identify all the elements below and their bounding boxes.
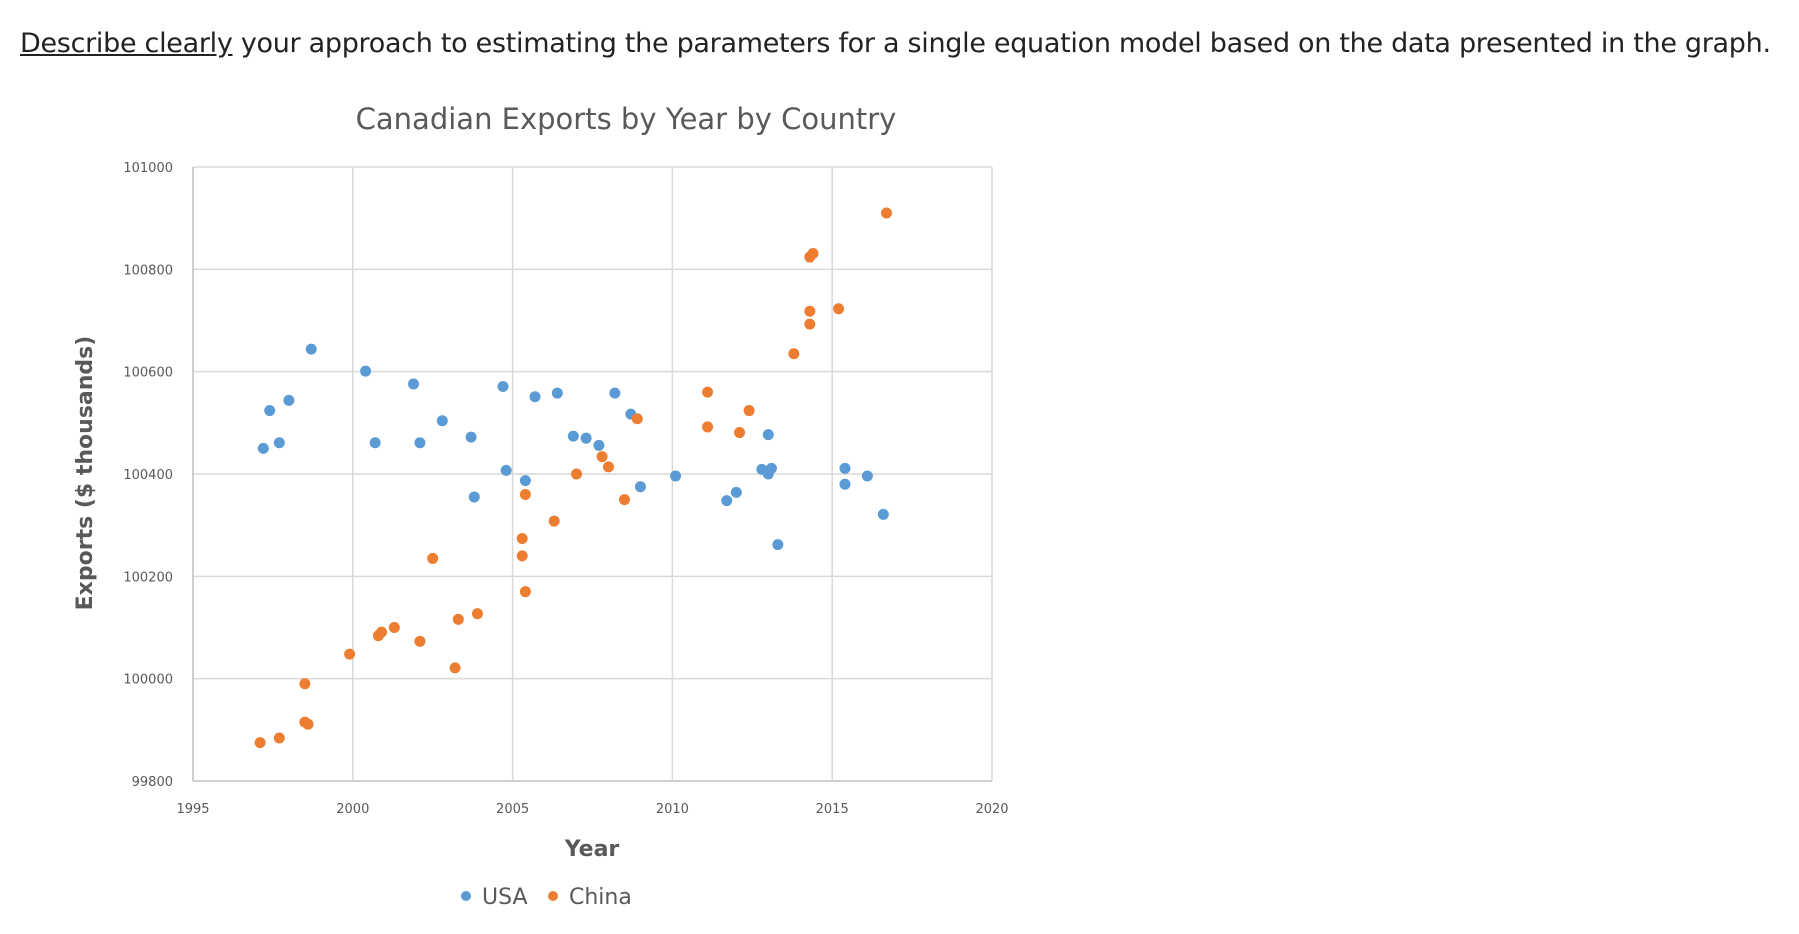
point-china <box>804 305 816 317</box>
chart-title: Canadian Exports by Year by Country <box>356 102 897 136</box>
x-axis-title: Year <box>564 837 620 862</box>
point-china <box>516 550 528 562</box>
point-china <box>631 413 643 425</box>
point-usa <box>305 343 317 355</box>
point-usa <box>634 481 646 493</box>
legend-marker-china <box>548 891 558 901</box>
point-usa <box>772 539 784 551</box>
point-china <box>449 662 461 674</box>
point-usa <box>500 464 512 476</box>
point-china <box>519 488 531 500</box>
point-usa <box>257 442 269 454</box>
point-china <box>807 247 819 259</box>
point-china <box>702 421 714 433</box>
point-usa <box>839 462 851 474</box>
data-points <box>254 207 893 749</box>
point-china <box>471 608 483 620</box>
y-tick-label: 99800 <box>132 775 173 790</box>
point-china <box>788 348 800 360</box>
y-tick-label: 100600 <box>123 366 173 381</box>
point-usa <box>360 365 372 377</box>
point-usa <box>730 486 742 498</box>
y-axis-title: Exports ($ thousands) <box>73 336 98 611</box>
point-china <box>519 586 531 598</box>
point-usa <box>609 387 621 399</box>
point-china <box>344 648 356 660</box>
x-tick-label: 2010 <box>656 802 689 817</box>
x-tick-label: 2020 <box>975 802 1008 817</box>
y-tick-label: 100000 <box>123 673 173 688</box>
point-china <box>273 732 285 744</box>
question-emphasis: Describe clearly <box>20 28 233 59</box>
legend-marker-usa <box>461 891 471 901</box>
point-china <box>571 468 583 480</box>
point-usa <box>861 470 873 482</box>
y-tick-label: 100400 <box>123 468 173 483</box>
y-tick-labels: 99800 100000 100200 100400 100600 100800 10100… <box>123 161 173 790</box>
point-china <box>833 303 845 315</box>
point-china <box>602 461 614 473</box>
point-usa <box>765 462 777 474</box>
point-usa <box>369 437 381 449</box>
y-tick-label: 101000 <box>123 161 173 176</box>
point-china <box>516 532 528 544</box>
point-china <box>452 613 464 625</box>
x-tick-labels: 1995 2000 2005 2010 2015 2020 <box>176 802 1008 817</box>
x-tick-label: 2000 <box>336 802 369 817</box>
point-usa <box>497 381 509 393</box>
x-tick-label: 2005 <box>496 802 529 817</box>
point-china <box>376 626 388 638</box>
y-tick-label: 100800 <box>123 263 173 278</box>
point-usa <box>273 437 285 449</box>
point-china <box>388 622 400 633</box>
point-china <box>427 552 439 564</box>
point-usa <box>414 437 426 449</box>
point-china <box>548 515 560 527</box>
point-usa <box>465 431 477 443</box>
point-china <box>618 494 630 506</box>
point-usa <box>436 415 448 427</box>
x-tick-label: 1995 <box>176 802 209 817</box>
y-tick-label: 100200 <box>123 570 173 585</box>
point-usa <box>468 491 480 503</box>
point-usa <box>721 495 733 507</box>
point-china <box>299 678 311 690</box>
point-china <box>743 405 755 417</box>
question-text: Describe clearly your approach to estima… <box>20 28 1771 59</box>
point-usa <box>529 391 541 403</box>
point-usa <box>408 378 420 390</box>
legend-label-usa: USA <box>482 885 528 910</box>
point-usa <box>283 394 295 406</box>
point-usa <box>264 405 276 417</box>
point-china <box>414 635 426 647</box>
point-china <box>254 737 266 749</box>
legend-label-china: China <box>569 885 632 910</box>
point-usa <box>567 430 579 442</box>
point-china <box>302 718 314 730</box>
point-usa <box>762 429 774 441</box>
point-china <box>881 207 893 219</box>
point-usa <box>519 475 531 487</box>
point-usa <box>580 432 592 444</box>
point-china <box>734 427 746 439</box>
point-usa <box>670 470 682 482</box>
point-usa <box>839 478 851 490</box>
point-china <box>596 451 608 463</box>
point-usa <box>877 508 889 520</box>
point-usa <box>551 387 563 399</box>
point-china <box>804 318 816 330</box>
point-china <box>702 386 714 398</box>
point-usa <box>593 439 605 451</box>
x-tick-label: 2015 <box>816 802 849 817</box>
legend: USA China <box>461 885 632 910</box>
question-body: your approach to estimating the paramete… <box>232 28 1771 59</box>
